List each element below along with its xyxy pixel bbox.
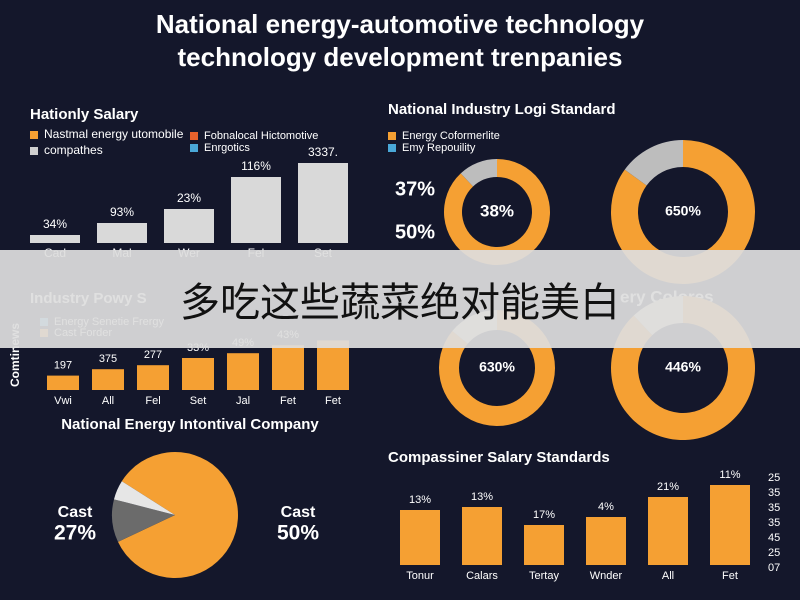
bar <box>182 358 214 390</box>
bar <box>648 497 688 565</box>
bar-label: 3337. <box>308 145 338 159</box>
bar <box>586 517 626 565</box>
bar <box>47 375 79 390</box>
donut-label: 446% <box>665 359 701 375</box>
pie-slice <box>117 452 238 579</box>
category-label: All <box>102 395 114 407</box>
callout-value: 27% <box>54 522 96 545</box>
bar <box>298 163 348 243</box>
bar <box>462 507 502 565</box>
donut-label: 650% <box>665 203 701 219</box>
legend-label: Energy Coformerlite <box>402 130 500 142</box>
legend-label: Enrgotics <box>204 142 250 154</box>
category-label: Jal <box>236 395 250 407</box>
donut-slice <box>460 159 497 187</box>
donut-label: 38% <box>480 201 514 220</box>
axis-label: 25 <box>768 472 780 484</box>
banner: 多吃这些蔬菜绝对能美白 <box>0 250 800 348</box>
legend-swatch <box>30 147 38 155</box>
title-line: technology development trenpanies <box>178 42 623 72</box>
side-label: 37% <box>395 178 435 200</box>
bar <box>317 340 349 390</box>
legend-swatch <box>190 144 198 152</box>
bar-label: 197 <box>54 360 72 372</box>
legend-label: Emy Repouility <box>402 142 476 154</box>
category-label: Fet <box>325 395 341 407</box>
bar-label: 375 <box>99 353 117 365</box>
bar-label: 93% <box>110 205 134 219</box>
category-label: Fet <box>280 395 296 407</box>
bar-label: 277 <box>144 349 162 361</box>
bar <box>164 209 214 243</box>
category-label: Vwi <box>54 395 72 407</box>
category-label: Tonur <box>406 570 434 582</box>
bar-label: 4% <box>598 501 614 513</box>
category-label: Wnder <box>590 570 623 582</box>
bar-label: 23% <box>177 191 201 205</box>
axis-label: 07 <box>768 562 780 574</box>
legend-swatch <box>30 131 38 139</box>
bar <box>227 353 259 390</box>
legend-swatch <box>190 132 198 140</box>
callout-name: Cast <box>58 504 93 521</box>
legend-swatch <box>388 132 396 140</box>
pie-slice <box>112 499 175 542</box>
bar-label: 13% <box>409 494 431 506</box>
bar <box>231 177 281 243</box>
side-label: 50% <box>395 221 435 243</box>
bar <box>137 365 169 390</box>
callout-name: Cast <box>281 504 316 521</box>
bar <box>400 510 440 565</box>
callout-value: 50% <box>277 522 319 545</box>
chart-title: National Industry Logi Standard <box>388 101 616 118</box>
bar-label: 34% <box>43 217 67 231</box>
category-label: Fel <box>145 395 160 407</box>
legend-label: compathes <box>44 143 103 157</box>
chart-title: Hationly Salary <box>30 106 139 123</box>
bar <box>92 369 124 390</box>
legend-swatch <box>388 144 396 152</box>
category-label: Fet <box>722 570 738 582</box>
axis-label: 35 <box>768 502 780 514</box>
pie-slice <box>113 481 175 515</box>
legend-label: Nastmal energy utomobile <box>44 127 184 141</box>
bar <box>524 525 564 565</box>
donut-slice <box>444 159 550 265</box>
axis-label: 35 <box>768 517 780 529</box>
category-label: Calars <box>466 570 498 582</box>
category-label: Set <box>190 395 207 407</box>
title-line: National energy-automotive technology <box>156 9 645 39</box>
donut-label: 630% <box>479 359 515 375</box>
category-label: All <box>662 570 674 582</box>
axis-label: 35 <box>768 487 780 499</box>
legend-label: Fobnalocal Hictomotive <box>204 130 318 142</box>
bar <box>272 345 304 390</box>
donut-slice <box>624 140 683 186</box>
chart-title: National Energy Intontival Company <box>61 416 319 433</box>
axis-label: 25 <box>768 547 780 559</box>
bar-label: 21% <box>657 481 679 493</box>
bar <box>97 223 147 243</box>
bar <box>710 485 750 565</box>
axis-label: 45 <box>768 532 780 544</box>
category-label: Tertay <box>529 570 559 582</box>
chart-title: Compassiner Salary Standards <box>388 449 610 466</box>
bar-label: 11% <box>719 469 740 481</box>
donut-slice <box>611 140 756 284</box>
bar-label: 13% <box>471 491 493 503</box>
bar <box>30 235 80 243</box>
bar-label: 17% <box>533 509 555 521</box>
bar-label: 116% <box>241 159 271 173</box>
